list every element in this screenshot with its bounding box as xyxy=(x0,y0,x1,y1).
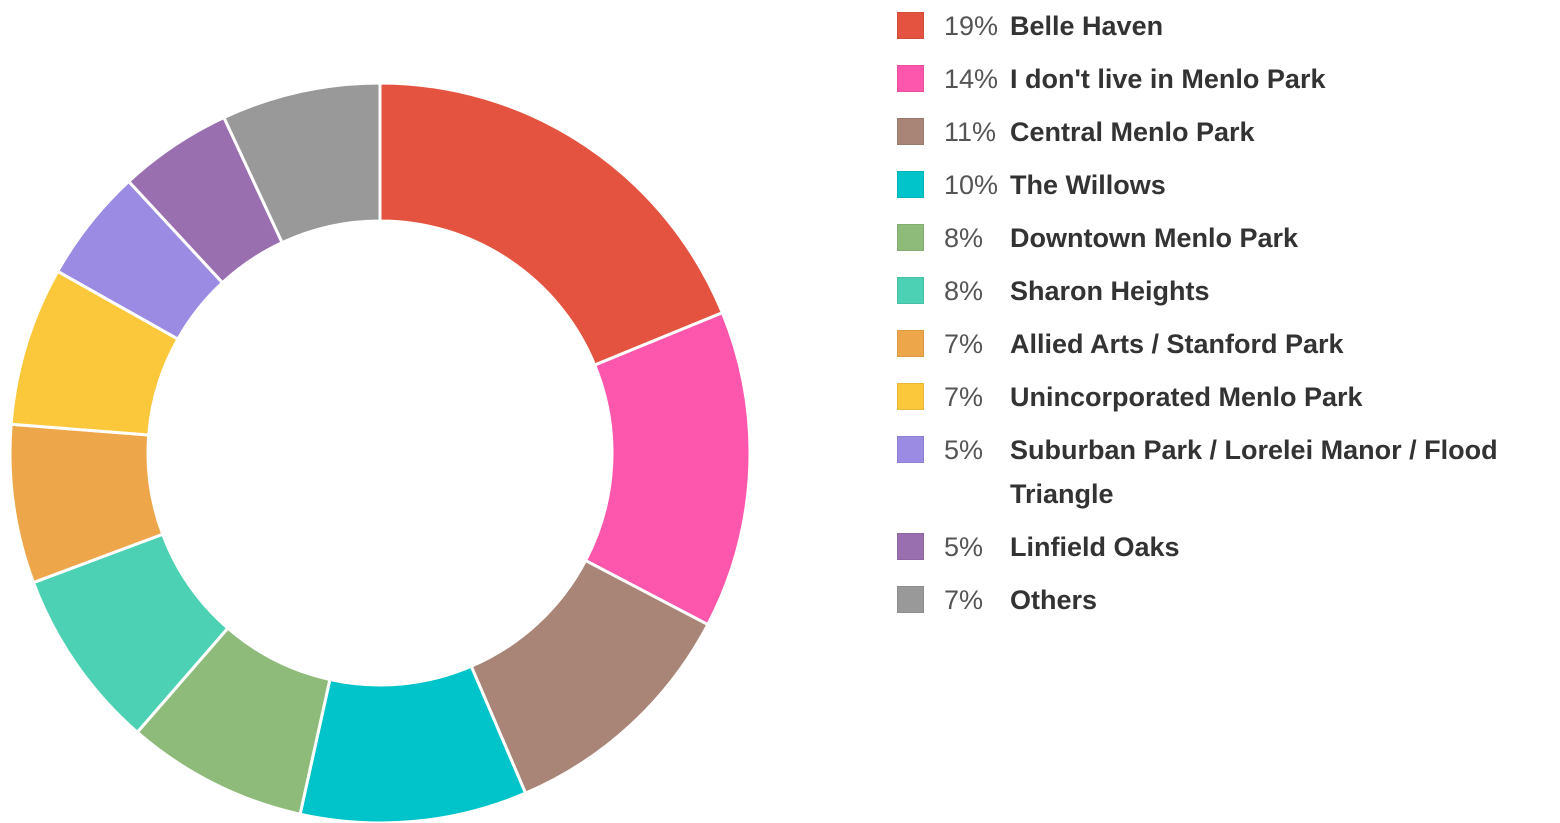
legend-swatch xyxy=(897,65,924,92)
legend-item[interactable]: 19% Belle Haven xyxy=(897,8,1557,48)
legend-item[interactable]: 5% Linfield Oaks xyxy=(897,529,1557,569)
legend-label: Others xyxy=(1010,585,1098,615)
legend-label: I don't live in Menlo Park xyxy=(1010,64,1326,94)
legend-item[interactable]: 7% Allied Arts / Stanford Park xyxy=(897,326,1557,366)
legend-item[interactable]: 5% Suburban Park / Lorelei Manor / Flood … xyxy=(897,432,1557,516)
legend-percent: 11% xyxy=(944,117,997,147)
legend-label: Suburban Park / Lorelei Manor / Flood Tr… xyxy=(1010,435,1498,509)
legend-label: Unincorporated Menlo Park xyxy=(1010,382,1363,412)
legend-label: Allied Arts / Stanford Park xyxy=(1010,329,1344,359)
legend-label: Downtown Menlo Park xyxy=(1010,223,1299,253)
legend-percent: 7% xyxy=(944,382,984,412)
legend-label: Belle Haven xyxy=(1010,11,1164,41)
legend-percent: 5% xyxy=(944,435,984,465)
legend-label: Sharon Heights xyxy=(1010,276,1210,306)
donut-chart xyxy=(8,81,752,823)
legend-item[interactable]: 7% Unincorporated Menlo Park xyxy=(897,379,1557,419)
donut-slice[interactable] xyxy=(378,81,725,368)
legend-percent: 8% xyxy=(944,276,984,306)
legend-label: Linfield Oaks xyxy=(1010,532,1180,562)
legend-swatch xyxy=(897,330,924,357)
legend-percent: 7% xyxy=(944,585,984,615)
legend-swatch xyxy=(897,12,924,39)
legend-percent: 10% xyxy=(944,170,999,200)
legend-item[interactable]: 8% Sharon Heights xyxy=(897,273,1557,313)
legend-percent: 19% xyxy=(944,11,999,41)
legend-percent: 7% xyxy=(944,329,984,359)
legend-swatch xyxy=(897,586,924,613)
legend-percent: 5% xyxy=(944,532,984,562)
donut-slice[interactable] xyxy=(583,310,752,627)
legend-percent: 8% xyxy=(944,223,984,253)
legend-swatch xyxy=(897,383,924,410)
legend-percent: 14% xyxy=(944,64,999,94)
legend-item[interactable]: 8% Downtown Menlo Park xyxy=(897,220,1557,260)
legend-item[interactable]: 10% The Willows xyxy=(897,167,1557,207)
legend-item[interactable]: 11% Central Menlo Park xyxy=(897,114,1557,154)
legend-label: The Willows xyxy=(1010,170,1166,200)
legend-label: Central Menlo Park xyxy=(1010,117,1255,147)
legend-swatch xyxy=(897,436,924,463)
legend-swatch xyxy=(897,118,924,145)
legend-item[interactable]: 14% I don't live in Menlo Park xyxy=(897,61,1557,101)
legend-item[interactable]: 7% Others xyxy=(897,582,1557,622)
legend-swatch xyxy=(897,224,924,251)
chart-legend: 19% Belle Haven 14% I don't live in Menlo P… xyxy=(897,8,1557,635)
legend-swatch xyxy=(897,171,924,198)
donut-slice[interactable] xyxy=(221,81,382,245)
legend-swatch xyxy=(897,277,924,304)
legend-swatch xyxy=(897,533,924,560)
